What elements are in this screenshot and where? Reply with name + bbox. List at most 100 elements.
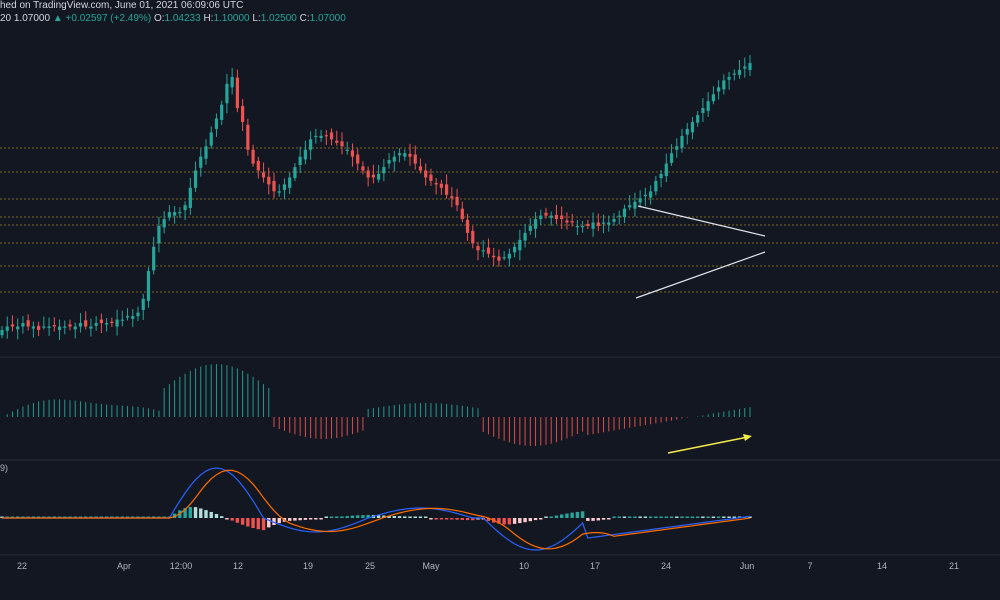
macd-histogram-bar xyxy=(73,516,77,518)
macd-histogram-bar xyxy=(528,518,533,522)
publish-source-text: hed on TradingView.com, June 01, 2021 06… xyxy=(0,0,244,11)
close-value: 1.07000 xyxy=(13,13,51,24)
low-label: L: xyxy=(252,13,261,24)
candle-body xyxy=(434,183,438,185)
macd-histogram-bar xyxy=(549,516,553,518)
macd-histogram-bar xyxy=(690,516,695,518)
macd-histogram-bar xyxy=(392,515,397,518)
candle-body xyxy=(455,196,459,206)
macd-histogram-bar xyxy=(748,516,752,518)
candle-body xyxy=(298,156,302,165)
candle-body xyxy=(523,232,527,241)
macd-histogram-bar xyxy=(303,518,308,520)
candle-body xyxy=(743,66,747,69)
candle-body xyxy=(701,108,705,113)
macd-histogram-bar xyxy=(476,518,480,520)
macd-histogram-bar xyxy=(199,508,203,518)
macd-histogram-bar xyxy=(643,516,648,518)
candle-body xyxy=(251,149,255,164)
macd-histogram-bar xyxy=(732,516,737,518)
candle-body xyxy=(601,222,606,224)
candle-body xyxy=(183,205,187,211)
macd-histogram-bar xyxy=(136,516,140,518)
candle-body xyxy=(209,132,213,146)
macd-histogram-bar xyxy=(57,516,62,518)
macd-histogram-bar xyxy=(110,516,114,518)
candle-body xyxy=(596,222,600,226)
macd-histogram-bar xyxy=(209,511,213,518)
macd-histogram-bar xyxy=(680,516,684,518)
macd-histogram-bar xyxy=(120,516,125,518)
time-axis-label: 24 xyxy=(661,561,671,571)
macd-histogram-bar xyxy=(235,518,240,523)
candle-body xyxy=(63,326,67,328)
candle-body xyxy=(413,154,417,164)
macd-histogram-bar xyxy=(429,518,433,520)
up-arrow-icon: ▲ xyxy=(52,13,63,24)
candle-body xyxy=(235,77,239,109)
candle-body xyxy=(497,256,501,261)
candle-body xyxy=(481,250,485,252)
macd-histogram-bar xyxy=(314,518,318,520)
candle-body xyxy=(690,122,695,133)
macd-histogram-bar xyxy=(512,518,517,524)
macd-histogram-bar xyxy=(329,516,334,518)
candle-body xyxy=(131,316,135,319)
macd-histogram-bar xyxy=(361,515,365,518)
candle-body xyxy=(110,321,114,324)
macd-histogram-bar xyxy=(10,516,15,518)
macd-histogram-bar xyxy=(439,518,444,520)
candle-body xyxy=(125,316,130,318)
candle-body xyxy=(748,63,752,70)
candle-body xyxy=(680,135,684,148)
candle-body xyxy=(654,180,658,192)
macd-histogram-bar xyxy=(345,516,349,518)
macd-histogram-bar xyxy=(664,516,669,518)
macd-histogram-bar xyxy=(617,516,621,518)
candle-body xyxy=(612,219,616,222)
candle-body xyxy=(717,87,721,92)
candle-body xyxy=(267,176,271,185)
candle-body xyxy=(89,326,93,329)
candle-body xyxy=(486,247,491,254)
macd-histogram-bar xyxy=(554,515,559,518)
candle-body xyxy=(68,324,72,327)
candlesticks xyxy=(0,55,752,340)
macd-histogram-bar xyxy=(518,518,522,524)
macd-histogram-bar xyxy=(308,518,313,520)
macd-histogram-bar xyxy=(188,507,193,518)
candle-body xyxy=(246,124,250,150)
candle-body xyxy=(392,156,396,162)
candle-body xyxy=(403,153,407,157)
macd-histogram-bar xyxy=(193,507,198,518)
time-axis-label: 22 xyxy=(17,561,27,571)
macd-histogram-bar xyxy=(141,516,145,518)
macd-histogram-bar xyxy=(627,516,632,518)
macd-histogram-bar xyxy=(94,516,98,518)
candle-body xyxy=(643,194,647,197)
candle-body xyxy=(73,326,77,330)
open-label: O: xyxy=(153,13,165,24)
macd-histogram-bar xyxy=(115,516,119,518)
candle-body xyxy=(685,128,689,135)
candle-body xyxy=(737,70,742,75)
macd-histogram-bar xyxy=(455,518,459,520)
candle-body xyxy=(382,167,386,174)
time-axis-label: Apr xyxy=(117,561,131,571)
candle-body xyxy=(549,215,553,218)
candle-body xyxy=(502,257,506,259)
macd-histogram-bar xyxy=(570,512,574,518)
time-axis-label: 17 xyxy=(590,561,600,571)
macd-histogram-bar xyxy=(502,518,506,525)
candle-body xyxy=(157,226,161,244)
candle-body xyxy=(371,174,375,178)
macd-histogram-bar xyxy=(204,510,208,518)
macd-histogram-bar xyxy=(523,518,527,523)
candle-body xyxy=(533,219,538,229)
candle-body xyxy=(261,172,266,178)
macd-histogram-bar xyxy=(659,516,663,518)
time-axis-label: 12:00 xyxy=(170,561,193,571)
candle-body xyxy=(622,208,627,217)
macd-histogram-bar xyxy=(63,516,67,518)
